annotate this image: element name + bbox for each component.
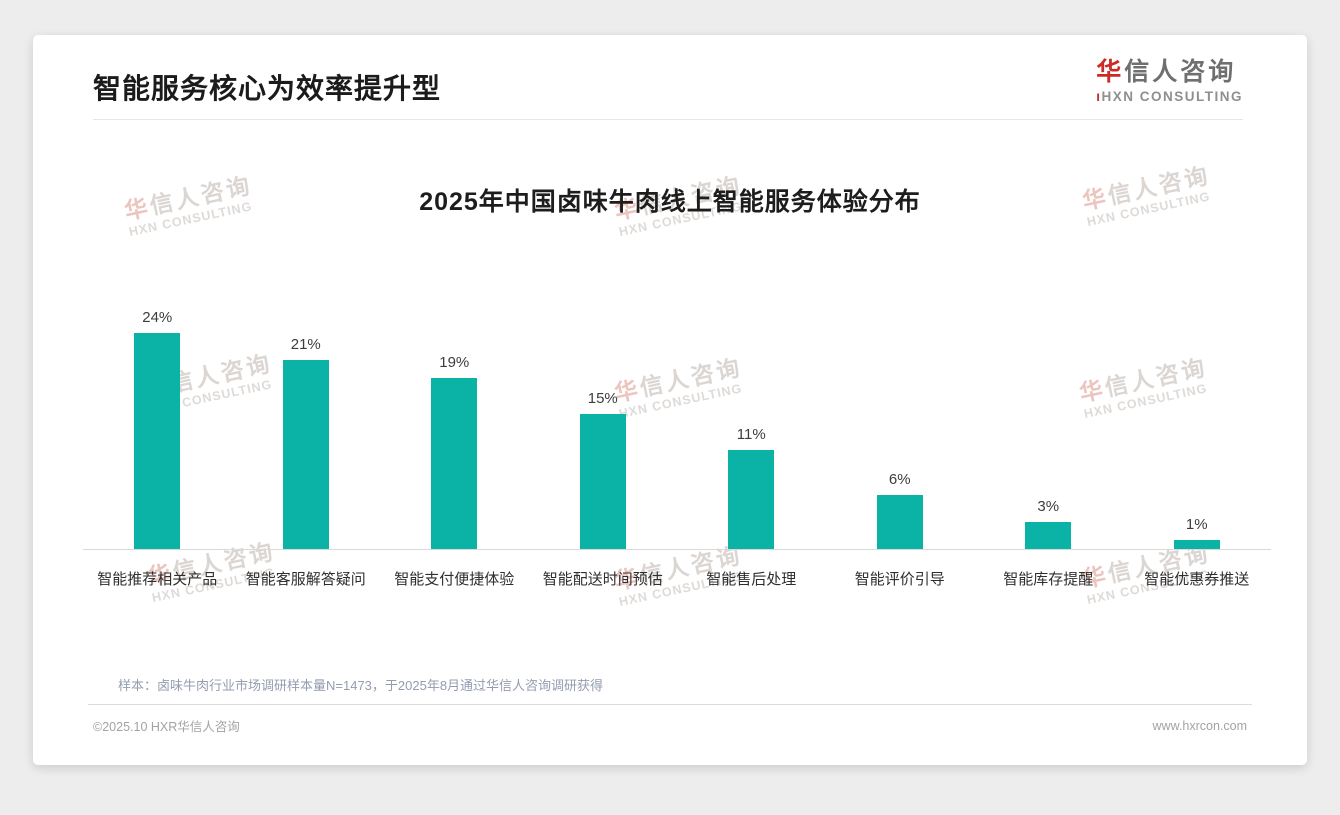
- bar-value-label: 21%: [290, 336, 321, 353]
- bar: [1173, 540, 1220, 549]
- page-title: 智能服务核心为效率提升型: [93, 73, 442, 104]
- category-label: 智能优惠券推送: [1144, 571, 1250, 588]
- bar: [1025, 522, 1072, 549]
- footer: ©2025.10 HXR华信人咨询 www.hxrcon.com: [88, 704, 1252, 735]
- logo-en-text: ıHXN CONSULTING: [1096, 88, 1243, 104]
- footer-website: www.hxrcon.com: [1152, 718, 1247, 733]
- bar-value-label: 19%: [439, 354, 470, 371]
- category-label: 智能支付便捷体验: [394, 571, 515, 588]
- bar-value-label: 1%: [1185, 516, 1208, 533]
- bar-slot: 21%: [232, 336, 381, 549]
- logo-cn-rest: 信人咨询: [1124, 58, 1237, 86]
- bar-value-label: 11%: [736, 426, 766, 443]
- slide-card: 华信人咨询 HXN CONSULTING 华信人咨询 HXN CONSULTING 华信…: [33, 35, 1307, 765]
- category-label: 智能客服解答疑问: [245, 571, 366, 588]
- bar-chart: 24% 21% 19% 15% 11% 6% 3% 1% 智能推荐相关产品 智能客服解答疑问 智能…: [83, 304, 1271, 589]
- bar-slot: 19%: [380, 354, 529, 549]
- bar-value-label: 3%: [1037, 498, 1060, 515]
- bar: [431, 378, 478, 549]
- category-label: 智能售后处理: [706, 571, 797, 588]
- category-label: 智能评价引导: [854, 571, 945, 588]
- bar-slot: 15%: [529, 390, 678, 549]
- logo-cn-first: 华: [1096, 58, 1125, 86]
- bar-slot: 11%: [677, 426, 826, 549]
- header: 智能服务核心为效率提升型 华信人咨询 ıHXN CONSULTING: [33, 35, 1307, 119]
- bar-slot: 24%: [83, 309, 232, 549]
- bar-value-label: 24%: [142, 309, 173, 326]
- category-label: 智能库存提醒: [1003, 571, 1094, 588]
- bar-slot: 6%: [826, 471, 975, 549]
- bar-value-label: 15%: [587, 390, 618, 407]
- footer-copyright: ©2025.10 HXR华信人咨询: [93, 720, 240, 734]
- bar: [134, 333, 181, 549]
- bar: [876, 495, 923, 549]
- category-labels-row: 智能推荐相关产品 智能客服解答疑问 智能支付便捷体验 智能配送时间预估 智能售后处理 智能…: [83, 550, 1271, 589]
- bar-slot: 1%: [1123, 516, 1272, 549]
- header-divider: [93, 119, 1243, 120]
- sample-footnote: 样本：卤味牛肉行业市场调研样本量N=1473，于2025年8月通过华信人咨询调研…: [118, 678, 604, 693]
- bars-row: 24% 21% 19% 15% 11% 6% 3% 1%: [83, 304, 1271, 549]
- x-axis-line: [83, 549, 1271, 550]
- company-logo: 华信人咨询 ıHXN CONSULTING: [1096, 58, 1243, 104]
- chart-title: 2025年中国卤味牛肉线上智能服务体验分布: [419, 188, 921, 216]
- bar: [282, 360, 329, 549]
- category-label: 智能推荐相关产品: [97, 571, 218, 588]
- category-label: 智能配送时间预估: [542, 571, 663, 588]
- bar: [579, 414, 626, 549]
- logo-cn-text: 华信人咨询: [1096, 58, 1243, 87]
- bar: [728, 450, 775, 549]
- bar-slot: 3%: [974, 498, 1123, 549]
- logo-red-mark-icon: ı: [1096, 88, 1102, 104]
- bar-value-label: 6%: [888, 471, 911, 488]
